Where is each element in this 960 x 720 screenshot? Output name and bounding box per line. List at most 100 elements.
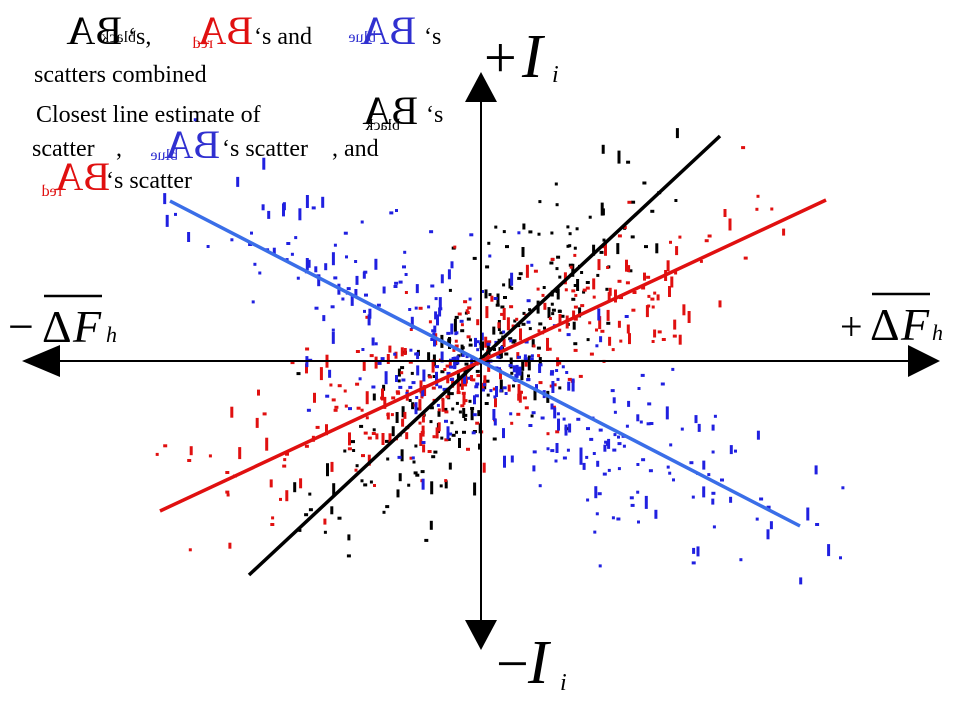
scatter-point [482,388,485,392]
scatter-point [711,491,716,495]
scatter-point [421,441,426,444]
scatter-point [428,320,432,324]
scatter-point [440,436,444,440]
symbol-main: BA [362,88,418,133]
scatter-point [315,425,320,429]
scatter-point [421,478,425,490]
delta-symbol: Δ [42,301,72,352]
scatter-point [625,281,630,285]
symbol-subscript: blue [348,29,376,46]
f-variable: F [900,299,930,350]
scatter-point [687,311,691,323]
scatter-point [248,243,253,246]
scatter-point [564,288,568,292]
scatter-point [531,339,535,348]
scatter-point [481,290,484,293]
scatter-point [258,271,262,275]
scatter-point [665,406,669,420]
scatter-point [707,473,711,477]
scatter-point [449,392,454,396]
scatter-point [325,424,328,436]
scatter-point [411,381,416,385]
scatter-point [597,259,601,271]
scatter-point [415,473,420,477]
scatter-point [607,292,611,301]
scatter-point [566,333,571,337]
scatter-point [461,354,465,357]
scatter-point [305,347,310,351]
scatter-point [436,403,440,407]
scatter-point [361,348,365,351]
pos-f-label: + Δ F h [840,292,943,350]
scatter-point [530,263,534,267]
scatter-point [596,273,600,277]
scatter-point [546,447,550,451]
scatter-point [225,471,230,474]
legend-text: ‘s, [128,24,151,50]
scatter-point [666,260,670,272]
scatter-point [330,506,334,515]
scatter-point [439,307,443,311]
scatter-point [449,365,454,369]
scatter-point [575,227,579,231]
scatter-point [549,372,554,376]
scatter-point [374,356,378,369]
scatter-point [485,379,490,383]
legend-text: ‘s [424,24,441,50]
scatter-point [548,317,552,320]
scatter-point [604,440,609,444]
symbol-main: BA [54,154,110,199]
scatter-point [571,263,575,277]
scatter-point [267,210,271,219]
scatter-point [444,419,448,423]
scatter-point [290,361,295,365]
scatter-point [477,410,481,417]
scatter-point [236,176,240,187]
scatter-point [453,318,457,332]
scatter-point [625,424,629,428]
scatter-point [571,297,576,301]
scatter-point [617,435,620,439]
scatter-point [557,309,562,313]
scatter-point [436,314,439,326]
scatter-point [416,352,420,360]
scatter-point [430,284,435,288]
scatter-point [555,369,559,372]
scatter-point [422,369,426,382]
scatter-point [375,433,379,440]
scatter-point [438,307,442,317]
scatter-point [568,263,573,267]
scatter-point [253,262,257,266]
scatter-point [188,548,192,552]
scatter-point [360,220,364,224]
delta-symbol: Δ [870,299,900,350]
scatter-point [533,269,538,273]
scatter-point [654,509,658,519]
scatter-point [330,461,334,472]
scatter-point [390,413,394,417]
scatter-point [411,402,415,410]
scatter-point [472,256,477,260]
scatter-point [355,275,359,285]
scatter-point [467,376,471,380]
scatter-point [449,432,453,436]
symbol-subscript: black [101,29,136,46]
scatter-point [496,355,501,359]
scatter-point [696,546,700,557]
scatter-point [372,393,376,401]
scatter-point [518,390,522,403]
scatter-point [644,245,648,249]
scatter-point [187,232,191,242]
scatter-point [515,317,519,321]
scatter-point [540,416,545,420]
scatter-point [483,375,487,387]
scatter-point [305,258,309,270]
legend-text: ‘s scatter [106,168,192,194]
scatter-point [589,437,594,441]
scatter-point [468,343,473,347]
scatter-point [434,311,438,320]
scatter-point [600,329,605,333]
scatter-point [593,530,597,534]
scatter-point [606,266,610,269]
scatter-point [517,393,521,401]
